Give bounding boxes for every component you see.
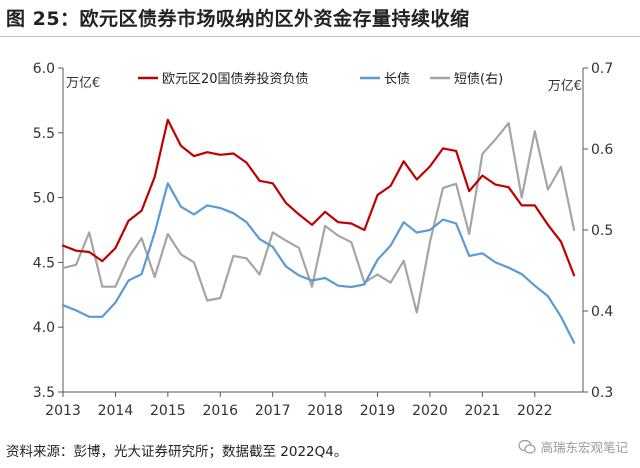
left-tick-label: 5.0 bbox=[33, 191, 55, 207]
x-tick-label: 2017 bbox=[255, 403, 291, 419]
x-tick-label: 2021 bbox=[465, 403, 501, 419]
left-axis-unit: 万亿€ bbox=[66, 76, 100, 91]
x-tick-label: 2022 bbox=[517, 403, 553, 419]
series-lines bbox=[61, 118, 576, 344]
left-tick-label: 4.5 bbox=[33, 255, 55, 271]
left-tick-label: 4.0 bbox=[33, 320, 55, 336]
watermark: 高瑞东宏观笔记 bbox=[518, 437, 628, 456]
right-tick-label: 0.6 bbox=[591, 142, 613, 158]
left-tick-label: 3.5 bbox=[33, 385, 55, 401]
left-tick-label: 5.5 bbox=[33, 126, 55, 142]
x-tick-label: 2019 bbox=[360, 403, 396, 419]
series-line-2 bbox=[61, 121, 576, 314]
watermark-text: 高瑞东宏观笔记 bbox=[540, 440, 628, 455]
legend: 欧元区20国债券投资负债 长债 短债(右) bbox=[138, 71, 503, 87]
dual-axis-line-chart: 3.5 4.0 4.5 5.0 5.5 6.0 0.3 0.4 0.5 0.6 0.7 2013 201… bbox=[33, 61, 614, 419]
legend-label-0: 欧元区20国债券投资负债 bbox=[162, 71, 309, 87]
x-tick-label: 2014 bbox=[98, 403, 134, 419]
right-tick-label: 0.7 bbox=[591, 61, 613, 77]
x-tick-label: 2018 bbox=[307, 403, 343, 419]
legend-label-1: 长债 bbox=[384, 72, 410, 87]
x-tick-label: 2013 bbox=[45, 403, 81, 419]
series-line-1 bbox=[61, 182, 576, 344]
left-tick-label: 6.0 bbox=[33, 61, 55, 77]
series-line-0 bbox=[61, 118, 576, 277]
right-tick-label: 0.4 bbox=[591, 304, 613, 320]
wechat-icon bbox=[518, 439, 537, 454]
x-tick-label: 2016 bbox=[202, 403, 238, 419]
x-tick-label: 2020 bbox=[412, 403, 448, 419]
right-tick-label: 0.3 bbox=[591, 385, 613, 401]
legend-label-2: 短债(右) bbox=[454, 72, 503, 87]
title-divider bbox=[0, 36, 640, 37]
x-tick-label: 2015 bbox=[150, 403, 186, 419]
right-tick-label: 0.5 bbox=[591, 223, 613, 239]
source-note: 资料来源：彭博，光大证券研究所；数据截至 2022Q4。 bbox=[6, 444, 348, 460]
axes: 3.5 4.0 4.5 5.0 5.5 6.0 0.3 0.4 0.5 0.6 0.7 2013 201… bbox=[33, 61, 614, 419]
right-axis-unit: 万亿€ bbox=[548, 79, 582, 94]
figure-title: 图 25：欧元区债券市场吸纳的区外资金存量持续收缩 bbox=[6, 8, 470, 30]
